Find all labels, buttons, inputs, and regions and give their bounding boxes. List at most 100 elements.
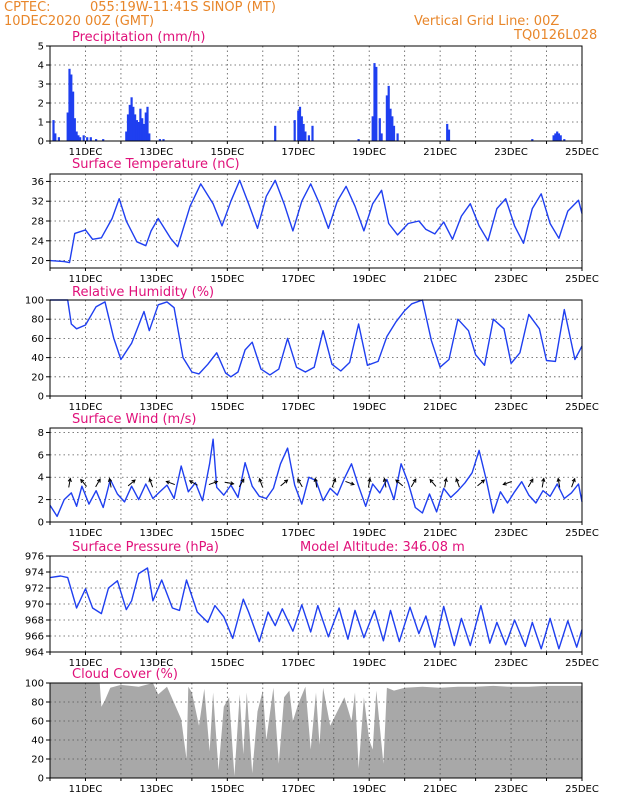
precip-bar [375, 66, 378, 141]
wind-arrow-shaft [95, 478, 101, 488]
precip-bar [144, 112, 147, 141]
wind-arrow [127, 479, 136, 487]
wind-arrow-head [571, 477, 576, 483]
wind-arrow [541, 477, 546, 488]
wind-arrow-shaft [68, 478, 71, 488]
wind-arrow [502, 480, 512, 486]
x-tick-label: 19DEC [352, 147, 386, 158]
panel-title: Relative Humidity (%) [72, 285, 214, 300]
wind-arrow [165, 480, 175, 486]
wind-arrow-shaft [455, 478, 460, 488]
wind-arrow [208, 480, 219, 486]
x-tick-label: 25DEC [565, 402, 599, 413]
y-tick-label: 4 [38, 473, 44, 484]
precip-bar [293, 120, 296, 141]
y-tick-label: 5 [38, 42, 44, 53]
precip-bar [552, 135, 555, 141]
x-tick-label: 17DEC [281, 784, 315, 795]
y-tick-label: 60 [31, 717, 44, 728]
wind-arrow-head [541, 477, 546, 483]
wind-arrow-shaft [224, 481, 234, 485]
precip-bar [95, 139, 98, 141]
wind-arrow-head [556, 477, 561, 483]
x-tick-label: 13DEC [140, 528, 174, 539]
x-tick-label: 15DEC [210, 658, 244, 669]
wind-arrow-shaft [109, 478, 112, 488]
precip-bar [158, 139, 161, 141]
precip-bar [54, 133, 57, 141]
y-tick-label: 0 [38, 518, 44, 529]
wind-arrow-head [165, 480, 170, 485]
precip-bar [274, 125, 277, 141]
wind-arrow-head [240, 478, 245, 483]
panel-frame [49, 45, 583, 142]
precip-bar [447, 129, 451, 141]
precip-bar [396, 133, 399, 141]
wind-arrow-head [429, 478, 434, 484]
wind-arrow-shaft [571, 478, 576, 488]
wind-arrow-head [283, 479, 289, 484]
wind-arrow [297, 478, 303, 488]
wind-arrow [556, 477, 561, 488]
wind-arrow-head [107, 477, 113, 483]
y-tick-label: 4 [38, 61, 44, 72]
wind-arrow [571, 477, 576, 488]
wind-arrow [67, 477, 72, 488]
wind-arrow-head [455, 477, 460, 483]
x-tick-label: 19DEC [352, 784, 386, 795]
series-line [49, 567, 583, 650]
precip-bar [68, 68, 71, 141]
wind-arrow-head [395, 479, 400, 484]
y-tick-label: 3 [38, 80, 44, 91]
y-tick-label: 0 [38, 774, 44, 785]
x-tick-label: 25DEC [565, 658, 599, 669]
wind-arrow-shaft [259, 478, 264, 488]
panel-1: Precipitation (mm/h) 0 1 2 3 4 5 11DEC 13DEC 15DE… [38, 30, 599, 158]
wind-arrow [258, 477, 264, 488]
precip-bar [79, 137, 82, 141]
panel-title: Precipitation (mm/h) [72, 30, 205, 45]
wind-arrow [367, 477, 372, 488]
wind-arrow [80, 478, 87, 487]
y-tick-label: 20 [31, 372, 44, 383]
wind-arrow-head [96, 478, 101, 483]
x-tick-label: 23DEC [494, 147, 528, 158]
x-tick-label: 23DEC [494, 658, 528, 669]
x-tick-label: 13DEC [140, 402, 174, 413]
precip-bar [307, 135, 310, 141]
header-source: CPTEC: [4, 0, 51, 15]
wind-arrow [429, 478, 437, 487]
x-tick-label: 21DEC [423, 274, 457, 285]
y-tick-label: 80 [31, 315, 44, 326]
x-tick-label: 15DEC [210, 274, 244, 285]
wind-arrow-shaft [527, 478, 534, 488]
wind-arrow-shaft [189, 480, 198, 486]
precip-bar [125, 131, 128, 141]
precip-bar [446, 123, 449, 141]
wind-arrow-shaft [208, 480, 218, 486]
wind-arrow-head [480, 479, 486, 484]
wind-arrow-shaft [331, 478, 336, 488]
wind-arrow-head [258, 477, 263, 483]
wind-arrow-head [529, 478, 534, 483]
wind-arrow [395, 479, 404, 487]
header-code: TQ0126L028 [514, 28, 598, 43]
wind-arrow-shaft [367, 478, 371, 488]
header-location: 055:19W-11:41S SINOP (MT) [90, 0, 276, 15]
panel-frame [49, 427, 583, 523]
y-tick-label: 974 [25, 568, 44, 579]
panel-3: Relative Humidity (%) 0 20 40 60 80 100 11DEC 13… [25, 285, 599, 413]
wind-arrow-head [350, 481, 355, 486]
precip-bar [134, 114, 137, 141]
wind-arrow [410, 478, 417, 488]
wind-arrow-shaft [383, 478, 387, 488]
wind-arrow-head [412, 478, 417, 483]
x-tick-label: 11DEC [69, 658, 103, 669]
header-run: 10DEC2020 00Z (GMT) [4, 14, 155, 29]
y-tick-label: 964 [25, 648, 44, 659]
precip-bar [72, 91, 75, 141]
x-tick-label: 11DEC [69, 147, 103, 158]
precip-bar [70, 74, 73, 141]
y-tick-label: 20 [31, 256, 44, 267]
x-tick-label: 19DEC [352, 274, 386, 285]
